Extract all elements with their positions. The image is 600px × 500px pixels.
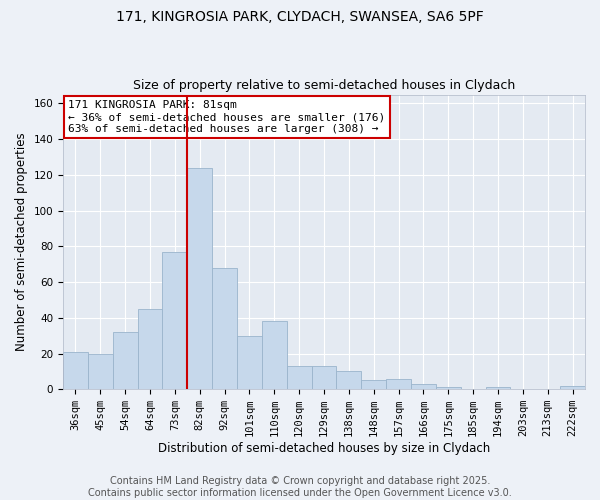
Bar bbox=[337, 372, 361, 389]
Text: Contains HM Land Registry data © Crown copyright and database right 2025.
Contai: Contains HM Land Registry data © Crown c… bbox=[88, 476, 512, 498]
Title: Size of property relative to semi-detached houses in Clydach: Size of property relative to semi-detach… bbox=[133, 79, 515, 92]
Bar bbox=[386, 378, 411, 389]
Bar bbox=[262, 322, 287, 389]
Bar bbox=[287, 366, 311, 389]
Text: 171, KINGROSIA PARK, CLYDACH, SWANSEA, SA6 5PF: 171, KINGROSIA PARK, CLYDACH, SWANSEA, S… bbox=[116, 10, 484, 24]
Bar bbox=[212, 268, 237, 389]
X-axis label: Distribution of semi-detached houses by size in Clydach: Distribution of semi-detached houses by … bbox=[158, 442, 490, 455]
Y-axis label: Number of semi-detached properties: Number of semi-detached properties bbox=[15, 132, 28, 351]
Bar bbox=[411, 384, 436, 389]
Bar bbox=[361, 380, 386, 389]
Bar bbox=[88, 354, 113, 389]
Bar bbox=[485, 388, 511, 389]
Bar bbox=[187, 168, 212, 389]
Bar bbox=[560, 386, 585, 389]
Text: 171 KINGROSIA PARK: 81sqm
← 36% of semi-detached houses are smaller (176)
63% of: 171 KINGROSIA PARK: 81sqm ← 36% of semi-… bbox=[68, 100, 385, 134]
Bar bbox=[63, 352, 88, 389]
Bar bbox=[137, 309, 163, 389]
Bar bbox=[163, 252, 187, 389]
Bar bbox=[311, 366, 337, 389]
Bar bbox=[113, 332, 137, 389]
Bar bbox=[237, 336, 262, 389]
Bar bbox=[436, 388, 461, 389]
